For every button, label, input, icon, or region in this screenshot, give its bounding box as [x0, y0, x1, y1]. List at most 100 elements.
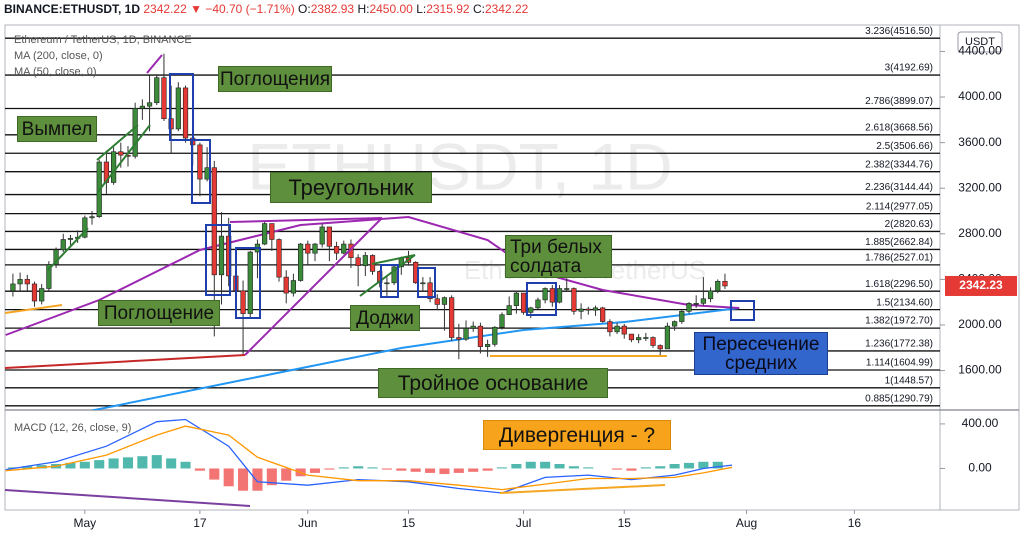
candle-body — [333, 246, 340, 254]
trend-line — [96, 124, 151, 194]
candle-body — [326, 226, 332, 247]
trend-line — [229, 217, 383, 223]
candle-body — [132, 108, 138, 157]
currency: USDT — [965, 36, 995, 48]
candle-body — [31, 283, 38, 302]
macd-plot — [5, 418, 733, 494]
candle-body — [434, 298, 440, 305]
close: 2342.22 — [484, 2, 529, 16]
line-series — [5, 215, 740, 336]
candle-body — [276, 239, 282, 278]
candle-body — [520, 292, 527, 313]
candle-body — [362, 255, 368, 267]
y-tick-label: 2000.00 — [958, 317, 1002, 331]
candle-body — [672, 321, 678, 327]
open-label: O: — [298, 2, 311, 16]
histogram-bar — [410, 468, 421, 472]
y-tick-label: 1600.00 — [958, 363, 1002, 377]
last-price-box — [945, 275, 1017, 296]
annotation: Три белых солдата — [505, 235, 612, 278]
pattern-box — [380, 264, 399, 298]
pattern-box — [169, 73, 194, 141]
histogram-bar — [281, 468, 292, 481]
histogram-bar — [353, 466, 364, 469]
histogram-bar — [540, 461, 551, 469]
histogram-bar — [554, 464, 565, 469]
candle-body — [506, 305, 512, 316]
histogram-bar — [612, 468, 623, 470]
candle-body — [118, 151, 124, 156]
trend-line — [47, 227, 89, 271]
candle-body — [513, 292, 519, 306]
candle-body — [542, 288, 548, 301]
candle-body — [715, 281, 721, 292]
candle-body — [154, 77, 160, 104]
candle-body — [262, 223, 268, 245]
fib-label: 2(2820.63) — [885, 219, 933, 230]
fib-label: 2.786(3899.07) — [865, 96, 933, 107]
histogram-bar — [712, 461, 723, 469]
candle-body — [650, 337, 656, 346]
trend-line — [371, 254, 416, 265]
candle-body — [67, 238, 74, 240]
histogram-bar — [655, 466, 666, 469]
candle-body — [477, 325, 484, 347]
candle-body — [17, 279, 23, 285]
candle-body — [693, 303, 699, 305]
histogram-bar — [324, 468, 335, 470]
fib-label: 1.236(1772.38) — [865, 339, 933, 350]
trend-line — [499, 484, 666, 494]
pattern-box — [191, 139, 211, 204]
legend-entry: MA (200, close, 0) — [14, 50, 103, 62]
histogram-bar — [338, 467, 349, 469]
candle-body — [592, 307, 599, 311]
histogram-bar — [468, 468, 479, 472]
high: 2450.00 — [369, 2, 413, 16]
histogram-bar — [496, 467, 508, 469]
candle-body — [643, 337, 649, 339]
candle-body — [39, 288, 45, 302]
candle-body — [657, 345, 663, 350]
histogram-bar — [122, 457, 134, 469]
candle-body — [628, 333, 635, 341]
fib-label: 1.114(1604.99) — [866, 358, 933, 369]
candle-body — [535, 299, 541, 309]
histogram-bar — [626, 468, 637, 471]
histogram-bar — [683, 462, 695, 469]
histogram-bar — [640, 467, 651, 469]
low-label: L: — [416, 2, 427, 16]
candle-body — [722, 281, 728, 287]
drawings — [4, 54, 755, 507]
fib-label: 1.382(1972.70) — [865, 316, 933, 327]
candle-body — [700, 298, 706, 304]
candle-body — [60, 239, 66, 251]
histogram-bar — [439, 468, 450, 475]
annotation: Дивергенция - ? — [483, 420, 671, 450]
candle-body — [441, 297, 448, 305]
candle-body — [600, 307, 606, 322]
price: 2342.22 — [143, 2, 187, 16]
candle-body — [298, 243, 304, 281]
trend-line — [96, 124, 139, 161]
candle-body — [182, 87, 189, 139]
candle-body — [355, 257, 361, 267]
x-tick-label: 16 — [848, 516, 862, 530]
high-label: H: — [357, 2, 370, 16]
histogram-bar — [309, 468, 321, 473]
candle-body — [556, 288, 563, 303]
candle-body — [636, 337, 642, 341]
line-series — [91, 307, 740, 410]
candle-body — [161, 77, 167, 119]
fib-label: 0.885(1290.79) — [865, 393, 933, 404]
trend-line — [244, 217, 383, 356]
candle-body — [139, 105, 145, 109]
candle-body — [585, 308, 591, 311]
histogram-bar — [669, 464, 680, 469]
header: BINANCE:ETHUSDT, 1D 2342.22 ▼ −40.70 (−1… — [4, 2, 528, 16]
candle-body — [571, 288, 577, 312]
candle-body — [420, 282, 426, 285]
candle-body — [290, 280, 297, 294]
candle-body — [463, 328, 469, 340]
currency-box — [957, 31, 1003, 53]
candle-body — [621, 325, 627, 335]
